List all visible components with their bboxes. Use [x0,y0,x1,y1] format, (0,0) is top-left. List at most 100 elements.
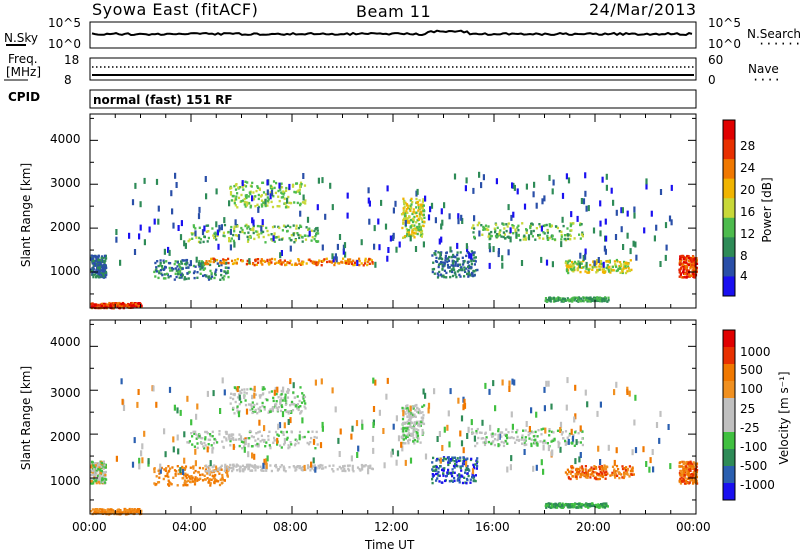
echo-cell [420,420,423,424]
echo-cell [93,468,96,471]
echo-cell [682,472,685,475]
echo-cell [684,476,687,479]
echo-cell [412,413,415,417]
echo-cell [313,238,316,241]
echo-cell [581,473,585,477]
echo-cell [314,235,317,238]
echo-cell [270,390,273,393]
echo-cell [236,206,239,209]
echo-cell [569,477,572,481]
echo-cell [218,433,221,436]
echo-cell [587,268,590,272]
echo-cell [230,237,233,240]
echo-cell [195,437,198,440]
echo-cell [577,471,580,474]
echo-cell [362,264,365,267]
echo-cell [442,469,445,472]
echo-cell [269,193,272,200]
echo-cell [140,304,143,307]
echo-cell [358,263,361,267]
echo-cell [552,439,555,443]
echo-cell [437,263,441,266]
echo-cell [404,437,407,440]
echo-cell [525,183,528,190]
echo-cell [101,267,104,270]
echo-cell [103,471,106,474]
echo-cell [319,463,322,467]
echo-cell [220,224,223,231]
echo-cell [582,300,585,303]
echo-cell [206,472,209,475]
echo-cell [143,177,146,184]
echo-cell [410,233,413,237]
echo-cell [251,396,254,400]
echo-cell [606,505,609,508]
echo-cell [127,509,130,512]
echo-cell [581,235,584,238]
echo-cell [410,414,413,418]
echo-cell [168,249,171,256]
echo-cell [614,476,617,479]
echo-cell [461,481,465,485]
echo-cell [315,436,318,439]
echo-cell [572,264,575,267]
echo-cell [272,441,275,444]
echo-cell [512,436,515,440]
echo-cell [629,470,632,473]
echo-cell [599,474,602,477]
echo-cell [92,267,95,271]
echo-cell [507,204,510,211]
echo-cell [103,510,106,513]
echo-cell [446,471,449,474]
echo-cell [500,435,503,438]
echo-cell [679,257,682,261]
echo-cell [119,259,122,266]
echo-cell [268,444,271,447]
echo-cell [242,188,245,191]
echo-cell [456,264,459,268]
echo-cell [231,262,235,266]
echo-cell [595,262,598,266]
echo-cell [163,468,166,471]
echo-cell [599,459,602,465]
echo-cell [241,260,244,263]
echo-cell [413,215,416,219]
echo-cell [155,266,158,269]
velocity-colorbar: 1000 500 100 25 -25 -100 -500 -1000 Velo… [722,329,791,501]
echo-cell [432,469,436,472]
echo-cell [215,268,218,271]
echo-cell [184,483,187,486]
echo-cell [188,263,191,267]
echo-cell [183,457,186,464]
echo-cell [598,506,601,509]
echo-cell [153,467,156,470]
echo-cell [534,238,537,241]
echo-cell [224,430,227,434]
echo-cell [251,181,254,185]
echo-cell [402,415,405,418]
x-tick-1600: 16:00 [475,520,510,534]
echo-cell [277,235,280,238]
echo-cell [607,296,610,299]
echo-cell [655,422,659,428]
echo-cell [97,265,100,269]
echo-cell [445,271,448,275]
echo-cell [419,228,422,231]
echo-cell [278,422,282,429]
echo-cell [222,278,225,281]
echo-cell [603,506,607,509]
echo-cell [564,261,567,264]
echo-cell [590,466,593,469]
echo-cell [459,465,462,468]
echo-cell [463,402,467,409]
echo-cell [407,206,410,210]
echo-cell [178,469,181,472]
echo-cell [251,388,254,391]
echo-cell [225,259,228,262]
echo-cell [269,191,272,194]
echo-cell [440,208,443,215]
echo-cell [395,415,398,422]
echo-cell [523,449,526,455]
echo-cell [604,296,607,299]
echo-cell [206,466,209,469]
